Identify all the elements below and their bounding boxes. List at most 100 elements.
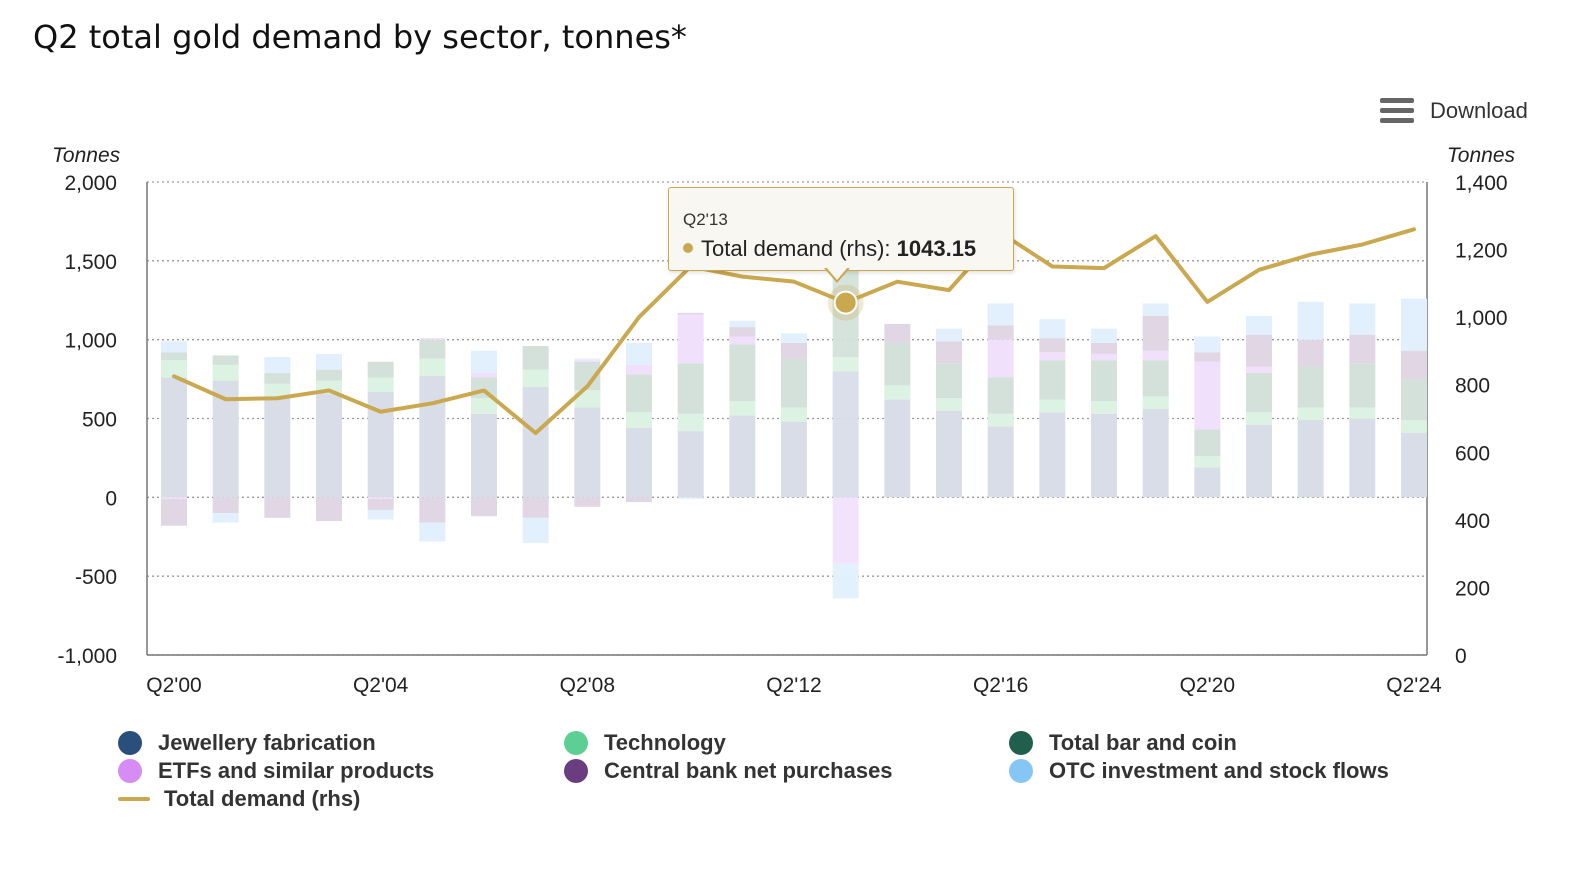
tooltip: Q2'13 Total demand (rhs): 1043.15 bbox=[668, 187, 1014, 271]
y-tick-label-right: 1,200 bbox=[1455, 240, 1508, 263]
bar-otc-investment-and-stock-flows bbox=[367, 509, 394, 520]
bar-central-bank-net-purchases bbox=[471, 497, 497, 517]
x-tick-label: Q2'20 bbox=[1180, 674, 1235, 697]
bar-total-bar-and-coin bbox=[419, 339, 446, 359]
legend-marker-central-bank bbox=[564, 759, 588, 783]
total-demand-line bbox=[172, 227, 1416, 436]
bar-etfs-and-similar-products bbox=[1246, 366, 1272, 373]
bar-central-bank-net-purchases bbox=[936, 341, 962, 364]
bar-otc-investment-and-stock-flows bbox=[1349, 303, 1376, 335]
bar-jewellery-fabrication bbox=[729, 415, 756, 498]
legend-item-otc[interactable]: OTC investment and stock flows bbox=[1009, 758, 1389, 784]
y-tick-label-right: 400 bbox=[1455, 510, 1490, 533]
bar-technology bbox=[1297, 407, 1324, 421]
bar-etfs-and-similar-products bbox=[1091, 353, 1117, 361]
x-tick-label: Q2'16 bbox=[973, 674, 1028, 697]
bar-technology bbox=[1091, 401, 1117, 414]
bar-technology bbox=[1349, 407, 1376, 419]
bar-technology bbox=[264, 383, 291, 397]
legend-label-total-demand: Total demand (rhs) bbox=[164, 786, 361, 811]
bar-central-bank-net-purchases bbox=[212, 497, 239, 514]
x-tick-label: Q2'00 bbox=[146, 674, 201, 697]
bar-etfs-and-similar-products bbox=[574, 360, 601, 362]
legend-item-technology[interactable]: Technology bbox=[564, 730, 726, 756]
legend-item-jewellery[interactable]: Jewellery fabrication bbox=[118, 730, 376, 756]
bar-etfs-and-similar-products bbox=[832, 497, 859, 564]
y-axis-title-left: Tonnes bbox=[52, 144, 121, 167]
legend-item-central-bank[interactable]: Central bank net purchases bbox=[564, 758, 893, 784]
bar-central-bank-net-purchases bbox=[1349, 334, 1376, 364]
bar-jewellery-fabrication bbox=[884, 399, 911, 498]
legend-label-bar-and-coin: Total bar and coin bbox=[1049, 730, 1237, 755]
download-button[interactable]: Download bbox=[1380, 96, 1528, 126]
bar-otc-investment-and-stock-flows bbox=[212, 513, 239, 523]
bar-total-bar-and-coin bbox=[987, 377, 1014, 414]
bar-otc-investment-and-stock-flows bbox=[832, 563, 859, 599]
y-tick-label-right: 600 bbox=[1455, 442, 1490, 465]
bar-etfs-and-similar-products bbox=[1039, 352, 1066, 361]
legend: Jewellery fabrication Technology Total b… bbox=[118, 730, 1558, 820]
y-tick-label-right: 800 bbox=[1455, 375, 1490, 398]
legend-item-bar-and-coin[interactable]: Total bar and coin bbox=[1009, 730, 1237, 756]
bar-otc-investment-and-stock-flows bbox=[1039, 319, 1066, 339]
y-tick-label-right: 1,400 bbox=[1455, 172, 1508, 195]
bar-total-bar-and-coin bbox=[161, 352, 187, 361]
x-tick-label: Q2'12 bbox=[766, 674, 821, 697]
bar-central-bank-net-purchases bbox=[419, 497, 446, 523]
bar-central-bank-net-purchases bbox=[677, 312, 704, 315]
bar-etfs-and-similar-products bbox=[419, 338, 446, 340]
bar-total-bar-and-coin bbox=[884, 342, 911, 386]
bar-etfs-and-similar-products bbox=[626, 364, 652, 375]
bar-otc-investment-and-stock-flows bbox=[1297, 301, 1324, 340]
y-tick-label-left: 1,500 bbox=[64, 251, 117, 274]
bar-total-bar-and-coin bbox=[1091, 360, 1117, 402]
legend-item-etfs[interactable]: ETFs and similar products bbox=[118, 758, 434, 784]
bar-etfs-and-similar-products bbox=[987, 339, 1014, 378]
bar-jewellery-fabrication bbox=[1349, 418, 1376, 498]
bar-otc-investment-and-stock-flows bbox=[1246, 316, 1272, 335]
bar-central-bank-net-purchases bbox=[1091, 342, 1117, 354]
bar-jewellery-fabrication bbox=[1039, 412, 1066, 498]
bar-etfs-and-similar-products bbox=[471, 372, 497, 378]
legend-label-otc: OTC investment and stock flows bbox=[1049, 758, 1389, 783]
download-label: Download bbox=[1430, 98, 1528, 123]
bar-otc-investment-and-stock-flows bbox=[1142, 303, 1169, 317]
bar-jewellery-fabrication bbox=[677, 431, 704, 498]
bar-otc-investment-and-stock-flows bbox=[1401, 298, 1427, 351]
bar-jewellery-fabrication bbox=[316, 393, 342, 498]
bar-etfs-and-similar-products bbox=[161, 497, 187, 499]
bar-otc-investment-and-stock-flows bbox=[419, 522, 446, 542]
legend-marker-bar-and-coin bbox=[1009, 731, 1033, 755]
legend-label-central-bank: Central bank net purchases bbox=[604, 758, 893, 783]
y-tick-label-left: 500 bbox=[82, 409, 117, 432]
legend-item-total-demand[interactable]: Total demand (rhs) bbox=[118, 786, 360, 812]
highlight-point bbox=[833, 290, 858, 315]
bar-jewellery-fabrication bbox=[1091, 413, 1117, 498]
bar-jewellery-fabrication bbox=[1401, 432, 1427, 498]
bar-otc-investment-and-stock-flows bbox=[1091, 328, 1117, 343]
bar-jewellery-fabrication bbox=[574, 407, 601, 498]
y-axis-title-right: Tonnes bbox=[1447, 144, 1516, 167]
bar-etfs-and-similar-products bbox=[1194, 361, 1221, 430]
bar-technology bbox=[1039, 399, 1066, 413]
bar-total-bar-and-coin bbox=[677, 363, 704, 414]
bar-central-bank-net-purchases bbox=[316, 497, 342, 521]
bar-total-bar-and-coin bbox=[626, 374, 652, 413]
bar-central-bank-net-purchases bbox=[574, 497, 601, 507]
bar-technology bbox=[781, 407, 807, 422]
bar-technology bbox=[832, 357, 859, 372]
bar-otc-investment-and-stock-flows bbox=[161, 341, 187, 353]
bar-etfs-and-similar-products bbox=[367, 497, 394, 499]
bar-jewellery-fabrication bbox=[161, 377, 187, 498]
bar-central-bank-net-purchases bbox=[1401, 350, 1427, 380]
bar-total-bar-and-coin bbox=[936, 363, 962, 399]
bar-total-bar-and-coin bbox=[1194, 429, 1221, 457]
bar-central-bank-net-purchases bbox=[161, 498, 187, 526]
y-tick-label-right: 1,000 bbox=[1455, 307, 1508, 330]
bar-technology bbox=[729, 401, 756, 416]
y-tick-label-left: -1,000 bbox=[57, 645, 117, 668]
legend-marker-jewellery bbox=[118, 731, 142, 755]
bar-jewellery-fabrication bbox=[1194, 467, 1221, 498]
bar-central-bank-net-purchases bbox=[626, 497, 652, 503]
x-tick-label: Q2'04 bbox=[353, 674, 409, 697]
